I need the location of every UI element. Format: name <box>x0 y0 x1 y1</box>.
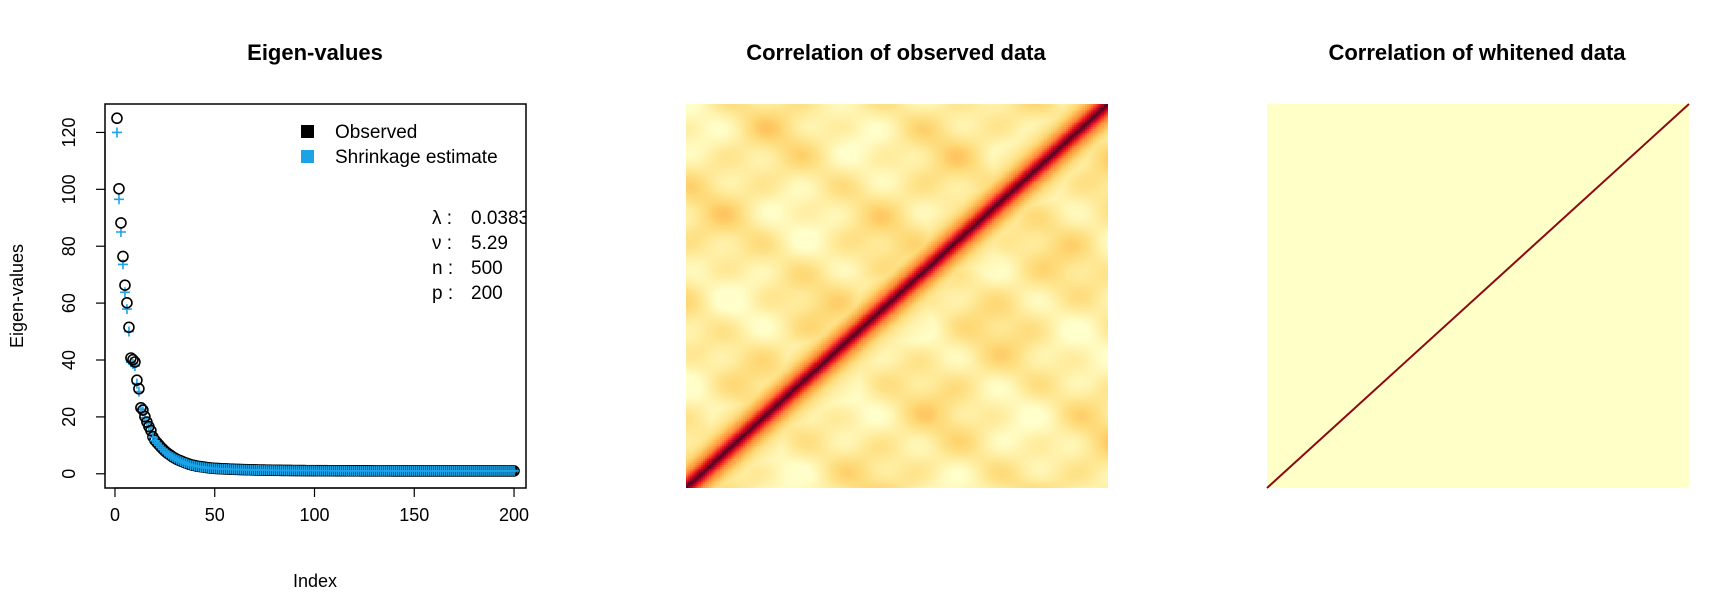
observed-point <box>111 112 123 125</box>
eigenvalue-chart-title: Eigen-values <box>247 40 383 65</box>
observed-point <box>113 182 125 195</box>
legend-label-observed: Observed <box>335 122 417 143</box>
observed-point <box>139 410 151 423</box>
observed-point <box>129 356 141 368</box>
scatter-points <box>111 112 520 477</box>
legend-swatch-shrinkage <box>301 150 314 163</box>
observed-correlation-heatmap <box>686 104 1108 488</box>
eigenvalue-panel: Eigen-values Index Eigen-values 0 50 100 15… <box>7 40 529 591</box>
observed-point <box>137 404 149 416</box>
observed-point <box>145 424 157 437</box>
observed-point <box>117 250 129 263</box>
observed-point <box>125 352 137 364</box>
param-n-label: n : <box>432 258 453 279</box>
shrinkage-point <box>121 304 132 315</box>
plot-frame <box>104 103 527 489</box>
observed-point <box>133 382 145 395</box>
observed-point <box>115 217 127 229</box>
y-axis-label: Eigen-values <box>7 244 27 348</box>
observed-point <box>127 353 139 366</box>
x-tick-label: 50 <box>205 505 225 525</box>
legend-swatch-observed <box>301 125 314 138</box>
x-tick-label: 0 <box>110 505 120 525</box>
legend: Observed Shrinkage estimate <box>301 122 498 168</box>
param-nu-value: 5.29 <box>471 233 508 254</box>
param-lambda-label: λ : <box>432 208 452 229</box>
legend-label-shrinkage: Shrinkage estimate <box>335 147 498 168</box>
x-axis-label: Index <box>293 571 337 591</box>
shrinkage-point <box>113 194 124 205</box>
y-tick-label: 120 <box>59 117 79 147</box>
observed-correlation-panel: Correlation of observed data <box>686 40 1108 488</box>
observed-point <box>119 279 131 291</box>
y-tick-label: 0 <box>59 469 79 479</box>
x-axis: 0 50 100 150 200 <box>110 487 529 525</box>
whitened-diagonal <box>1266 103 1690 489</box>
param-p-label: p : <box>432 283 453 304</box>
observed-point <box>131 374 143 386</box>
y-tick-label: 20 <box>59 407 79 427</box>
param-p-value: 200 <box>471 283 503 304</box>
y-tick-label: 40 <box>59 350 79 370</box>
y-tick-label: 100 <box>59 174 79 204</box>
shrinkage-point <box>111 127 122 138</box>
y-tick-label: 60 <box>59 293 79 313</box>
y-axis: 0 20 40 60 80 100 120 <box>59 117 106 479</box>
observed-point <box>123 321 135 334</box>
parameter-block: λ : 0.0383 ν : 5.29 n : 500 p : 200 <box>432 208 529 304</box>
observed-correlation-title: Correlation of observed data <box>746 40 1046 65</box>
x-tick-label: 100 <box>299 505 329 525</box>
x-tick-label: 150 <box>399 505 429 525</box>
x-tick-label: 200 <box>499 505 529 525</box>
observed-point <box>121 297 133 309</box>
whitened-correlation-title: Correlation of whitened data <box>1328 40 1626 65</box>
param-n-value: 500 <box>471 258 503 279</box>
y-tick-label: 80 <box>59 236 79 256</box>
shrinkage-point <box>119 287 130 298</box>
param-lambda-value: 0.0383 <box>471 208 529 229</box>
whitened-correlation-panel: Correlation of whitened data <box>1266 40 1690 489</box>
param-nu-label: ν : <box>432 233 452 254</box>
shrinkage-point <box>509 465 520 476</box>
